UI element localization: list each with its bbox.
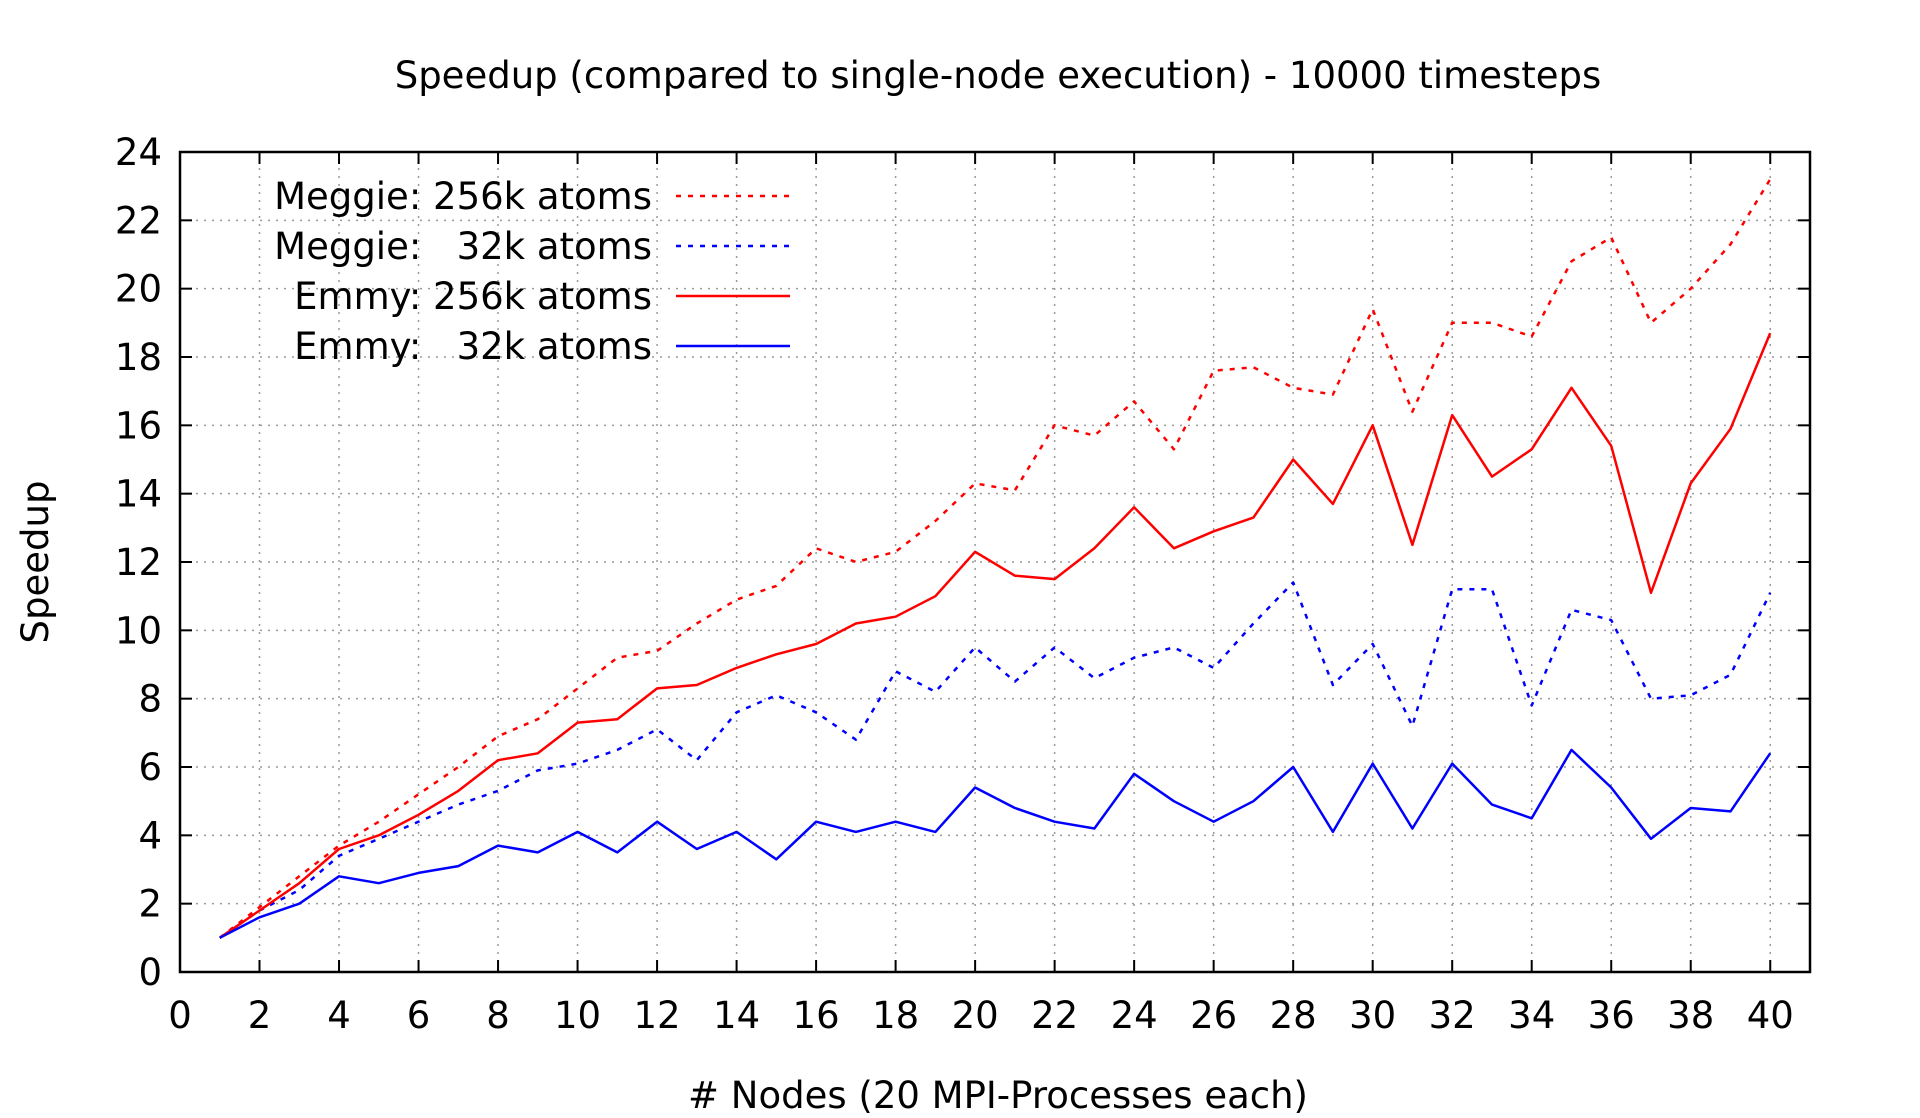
y-tick-label: 6	[138, 746, 162, 789]
x-tick-label: 20	[952, 994, 999, 1037]
x-tick-label: 38	[1667, 994, 1714, 1037]
legend: Meggie: 256k atoms Meggie: 32k atoms Emmy:…	[274, 175, 790, 368]
series-line-0	[219, 178, 1772, 939]
chart-title: Speedup (compared to single-node executi…	[395, 54, 1602, 97]
x-tick-label: 18	[872, 994, 919, 1037]
x-tick-label: 10	[554, 994, 601, 1037]
x-tick-label: 32	[1429, 994, 1476, 1037]
y-tick-label: 10	[115, 609, 162, 652]
y-tick-label: 22	[115, 199, 162, 242]
y-tick-label: 18	[115, 336, 162, 379]
series-line-2	[219, 332, 1772, 939]
x-tick-label: 14	[713, 994, 760, 1037]
y-tick-label: 14	[115, 473, 162, 516]
x-tick-label: 34	[1508, 994, 1555, 1037]
x-tick-label: 28	[1270, 994, 1317, 1037]
legend-label: Emmy: 256k atoms	[294, 275, 652, 318]
series-lines	[219, 178, 1772, 939]
x-axis-label: # Nodes (20 MPI-Processes each)	[688, 1074, 1308, 1117]
x-tick-label: 30	[1349, 994, 1396, 1037]
axis-ticks: 0 2 4 6 8 10 12 14 16 18 20 22 24 26 28 30 32 34 36 38 40024…	[115, 131, 1810, 1037]
x-tick-label: 24	[1111, 994, 1158, 1037]
y-tick-label: 16	[115, 404, 162, 447]
y-tick-label: 4	[138, 814, 162, 857]
x-tick-label: 8	[486, 994, 510, 1037]
x-tick-label: 4	[327, 994, 351, 1037]
x-tick-label: 26	[1190, 994, 1237, 1037]
legend-label: Emmy: 32k atoms	[294, 325, 652, 368]
x-tick-label: 22	[1031, 994, 1078, 1037]
x-tick-label: 6	[407, 994, 431, 1037]
y-tick-label: 0	[138, 951, 162, 994]
x-tick-label: 12	[634, 994, 681, 1037]
y-axis-label: Speedup	[14, 481, 57, 644]
legend-label: Meggie: 32k atoms	[274, 225, 652, 268]
legend-label: Meggie: 256k atoms	[274, 175, 652, 218]
x-tick-label: 2	[248, 994, 272, 1037]
x-tick-label: 40	[1747, 994, 1794, 1037]
y-tick-label: 8	[138, 678, 162, 721]
y-tick-label: 24	[115, 131, 162, 174]
series-line-3	[219, 748, 1772, 939]
grid	[180, 152, 1810, 972]
y-tick-label: 12	[115, 541, 162, 584]
x-tick-label: 0	[168, 994, 192, 1037]
y-tick-label: 2	[138, 883, 162, 926]
series-line-1	[219, 581, 1772, 939]
y-tick-label: 20	[115, 268, 162, 311]
x-tick-label: 16	[793, 994, 840, 1037]
plot-frame	[178, 150, 1812, 974]
x-tick-label: 36	[1588, 994, 1635, 1037]
